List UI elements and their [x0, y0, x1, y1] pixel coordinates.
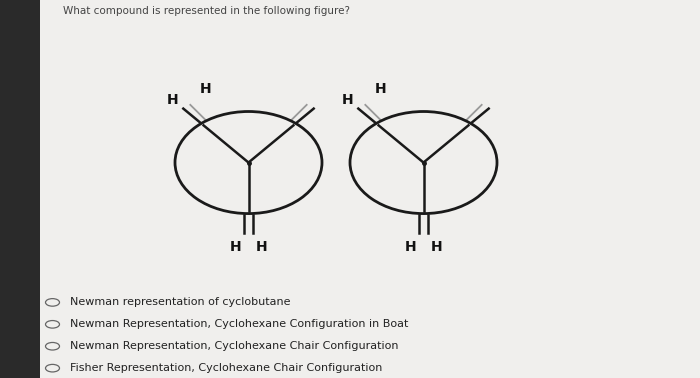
Text: H: H: [375, 82, 386, 96]
Text: Fisher Representation, Cyclohexane Chair Configuration: Fisher Representation, Cyclohexane Chair…: [70, 363, 382, 373]
Ellipse shape: [350, 112, 497, 214]
Text: H: H: [342, 93, 354, 107]
Text: H: H: [430, 240, 442, 254]
Text: H: H: [200, 82, 211, 96]
Text: H: H: [256, 240, 267, 254]
Text: H: H: [405, 240, 416, 254]
Text: Newman Representation, Cyclohexane Configuration in Boat: Newman Representation, Cyclohexane Confi…: [70, 319, 408, 329]
Ellipse shape: [175, 112, 322, 214]
Text: What compound is represented in the following figure?: What compound is represented in the foll…: [63, 6, 350, 15]
Text: Newman representation of cyclobutane: Newman representation of cyclobutane: [70, 297, 290, 307]
Text: H: H: [167, 93, 178, 107]
Bar: [0, 0, 40, 378]
Text: H: H: [230, 240, 241, 254]
Text: Newman Representation, Cyclohexane Chair Configuration: Newman Representation, Cyclohexane Chair…: [70, 341, 398, 351]
